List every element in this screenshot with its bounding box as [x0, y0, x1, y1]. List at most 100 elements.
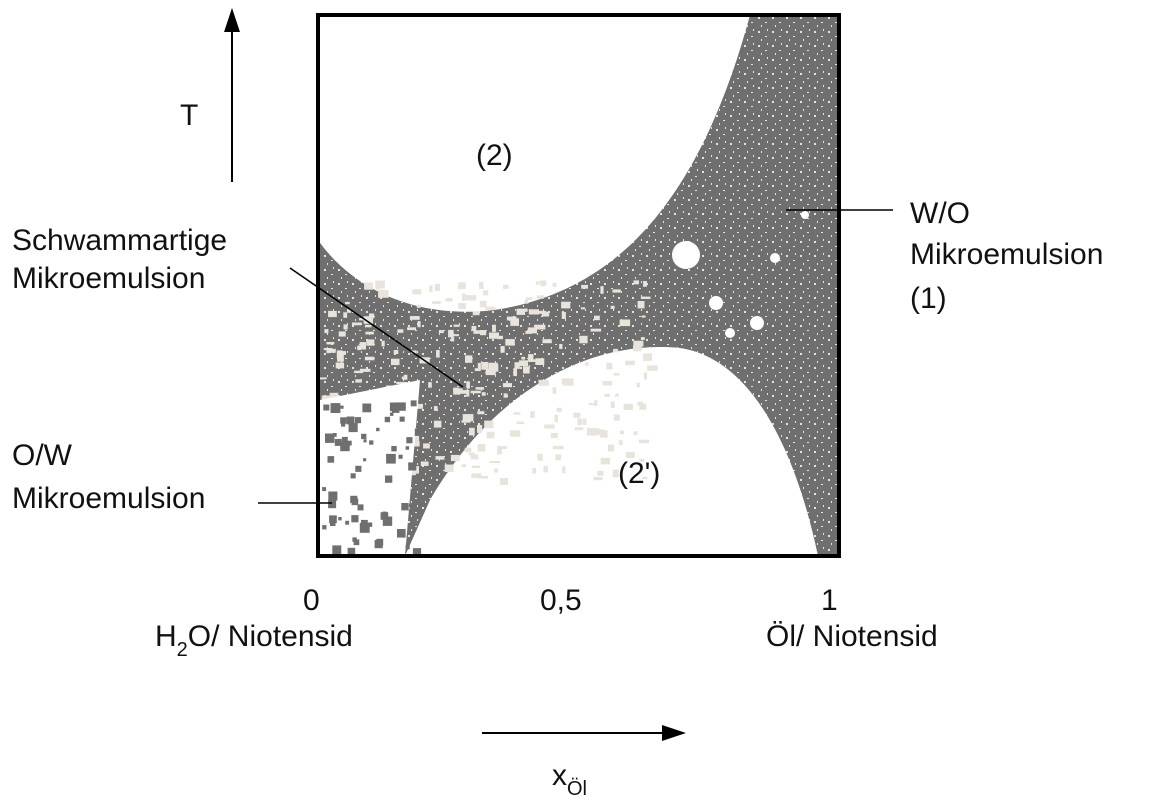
- ow-droplet: [357, 504, 364, 511]
- sponge-texture-hole: [604, 393, 610, 397]
- sponge-texture-hole: [477, 411, 485, 415]
- sponge-texture-hole: [355, 379, 362, 383]
- sponge-texture-hole: [625, 360, 635, 366]
- sponge-leader-line: [289, 267, 464, 388]
- wo-callout-line3: (1): [910, 282, 947, 315]
- sponge-texture-hole: [364, 356, 375, 361]
- ow-droplet: [328, 500, 337, 509]
- sponge-texture-hole: [336, 350, 343, 359]
- sponge-texture-hole: [458, 390, 467, 394]
- sponge-texture-hole: [554, 414, 558, 423]
- sponge-texture-hole: [335, 362, 345, 369]
- sponge-texture-hole: [497, 335, 503, 340]
- sponge-texture-hole: [450, 454, 460, 462]
- ow-droplet: [380, 512, 389, 520]
- sponge-texture-hole: [328, 348, 336, 353]
- sponge-texture-hole: [552, 445, 564, 450]
- sponge-texture-hole: [326, 348, 331, 354]
- sponge-texture-hole: [444, 464, 454, 472]
- sponge-texture-hole: [521, 356, 526, 360]
- sponge-texture-hole: [595, 429, 605, 435]
- x-tick-1: 1: [821, 584, 838, 617]
- sponge-texture-hole: [639, 403, 647, 410]
- sponge-texture-hole: [453, 387, 460, 395]
- ow-droplet: [397, 529, 406, 538]
- sponge-texture-hole: [359, 342, 366, 350]
- sponge-texture-hole: [637, 301, 645, 309]
- sponge-texture-hole: [524, 299, 529, 304]
- sponge-texture-hole: [417, 321, 421, 328]
- sponge-texture-hole: [534, 324, 546, 330]
- sponge-texture-hole: [535, 358, 545, 365]
- ow-droplet: [361, 433, 367, 440]
- sponge-texture-hole: [643, 353, 652, 361]
- sponge-texture-hole: [359, 368, 371, 372]
- sponge-texture-hole: [580, 307, 586, 310]
- ow-droplet: [327, 456, 335, 463]
- sponge-texture-hole: [479, 300, 487, 308]
- sponge-texture-hole: [434, 283, 440, 291]
- sponge-texture-hole: [541, 311, 550, 317]
- sponge-texture-hole: [633, 345, 642, 352]
- sponge-texture-hole: [555, 454, 562, 461]
- ow-droplet: [347, 547, 356, 556]
- ow-droplet: [353, 539, 360, 546]
- ow-droplet: [369, 440, 374, 445]
- ow-droplet: [374, 540, 383, 549]
- sponge-texture-hole: [391, 358, 400, 366]
- ow-droplet: [322, 487, 327, 492]
- ow-callout-line1: O/W: [12, 439, 72, 472]
- sponge-texture-hole: [481, 392, 486, 396]
- sponge-texture-hole: [607, 444, 614, 452]
- composition-axis-label: xÖl: [552, 757, 587, 800]
- sponge-texture-hole: [514, 362, 520, 369]
- ow-droplet: [341, 436, 348, 443]
- region-upper-two-phase: (2): [476, 139, 513, 172]
- sponge-texture-hole: [429, 285, 433, 292]
- sponge-texture-hole: [410, 441, 420, 447]
- sponge-texture-hole: [544, 424, 555, 429]
- sponge-texture-hole: [466, 381, 470, 389]
- sponge-texture-hole: [416, 304, 421, 308]
- ow-droplet: [376, 427, 380, 432]
- sponge-texture-hole: [436, 350, 440, 358]
- sponge-texture-hole: [401, 376, 406, 380]
- sponge-texture-hole: [489, 461, 501, 463]
- sponge-texture-hole: [393, 350, 399, 354]
- sponge-texture-hole: [432, 301, 441, 305]
- sponge-texture-hole: [403, 374, 408, 380]
- sponge-texture-hole: [538, 379, 549, 386]
- sponge-texture-hole: [552, 387, 557, 394]
- diagram-frame: [316, 13, 841, 558]
- sponge-texture-hole: [486, 431, 495, 439]
- sponge-texture-hole: [561, 301, 571, 309]
- sponge-texture-hole: [409, 472, 417, 476]
- temperature-axis-label: T: [180, 99, 199, 132]
- composition-axis-symbol: x: [552, 759, 567, 792]
- ow-droplet: [322, 525, 327, 530]
- ow-droplet: [332, 545, 342, 555]
- sponge-texture-hole: [477, 475, 488, 479]
- sponge-texture-hole: [435, 456, 445, 460]
- sponge-texture-hole: [412, 289, 422, 295]
- sponge-texture-hole: [536, 281, 540, 285]
- sponge-texture-hole: [643, 372, 647, 380]
- ow-droplet: [351, 498, 359, 506]
- sponge-texture-hole: [500, 346, 505, 353]
- sponge-texture-hole: [620, 430, 625, 435]
- sponge-texture-hole: [469, 427, 475, 436]
- sponge-texture-hole: [329, 392, 339, 399]
- ow-droplet: [391, 405, 400, 413]
- sponge-texture-hole: [409, 316, 420, 320]
- sponge-texture-hole: [562, 466, 566, 474]
- sponge-texture-hole: [479, 281, 484, 289]
- sponge-texture-hole: [613, 348, 619, 353]
- sponge-texture-hole: [513, 412, 521, 415]
- sponge-texture-hole: [457, 388, 463, 392]
- sponge-texture-hole: [484, 420, 494, 429]
- sponge-texture-hole: [499, 478, 508, 485]
- x-end-left-main: H: [155, 620, 177, 653]
- ow-droplet: [323, 404, 330, 411]
- sponge-texture-hole: [542, 339, 552, 344]
- sponge-texture-hole: [529, 359, 539, 362]
